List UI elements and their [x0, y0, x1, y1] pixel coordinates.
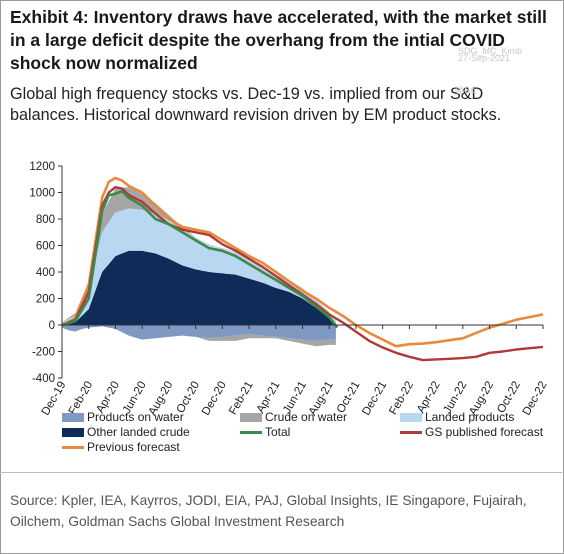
y-tick-label: 600: [36, 241, 55, 253]
y-tick-label: -400: [32, 373, 55, 385]
legend-label-total: Total: [265, 425, 290, 439]
x-tick-label: Dec-21: [360, 380, 389, 418]
legend-label-gs-forecast: GS published forecast: [425, 425, 544, 439]
line-total: [61, 189, 339, 329]
y-tick-label: 800: [36, 214, 55, 226]
chart-subtitle: Global high frequency stocks vs. Dec-19 …: [10, 85, 502, 124]
legend-swatch-landed-products: [400, 413, 422, 422]
legend-swatch-other-landed-crude: [62, 428, 84, 437]
x-tick-label: Feb-22: [387, 380, 416, 418]
legend-label-other-landed-crude: Other landed crude: [87, 425, 190, 439]
legend-label-landed-products: Landed products: [425, 410, 514, 424]
line-gs-forecast: [61, 186, 544, 362]
legend-label-crude-on-water: Crude on water: [265, 410, 347, 424]
area-other-landed-crude: [62, 250, 336, 325]
y-tick-label: 0: [49, 320, 55, 332]
area-products-on-water: [62, 325, 336, 341]
x-tick-label: Dec-22: [521, 380, 550, 418]
y-tick-label: 400: [36, 267, 55, 279]
area-crude-on-water-negative: [62, 326, 336, 347]
x-tick-label: Feb-21: [227, 380, 256, 418]
legend-swatch-products-on-water: [62, 413, 84, 422]
area-landed-products: [62, 208, 336, 325]
legend-swatch-crude-on-water: [240, 413, 262, 422]
line-previous-forecast: [61, 176, 544, 348]
y-tick-label: -200: [32, 347, 55, 359]
legend-label-previous-forecast: Previous forecast: [87, 440, 180, 454]
y-tick-label: 1000: [29, 188, 55, 200]
line-layer: [61, 176, 544, 362]
source-note: Source: Kpler, IEA, Kayrros, JODI, EIA, …: [10, 493, 527, 529]
x-tick-label: Dec-19: [40, 380, 69, 418]
legend-label-products-on-water: Products on water: [87, 410, 184, 424]
y-tick-label: 1200: [29, 161, 55, 173]
chart-title: Exhibit 4: Inventory draws have accelera…: [10, 7, 547, 73]
footer-divider: [0, 472, 562, 473]
legend-layer: Products on water Crude on water Landed pr…: [62, 410, 544, 454]
watermark-line-2: 27-Sep-2021: [458, 53, 511, 63]
watermark-line-3: @Sc: [455, 85, 475, 95]
area-layer: [62, 187, 336, 347]
y-tick-label: 200: [36, 294, 55, 306]
x-tick-label: Dec-20: [200, 380, 229, 418]
watermark-line-1: SDG_MC_Kimb: [458, 46, 523, 56]
chart-svg: -400 -200 0 200 400 600 800 1000 1200 Dec-19 Feb-2…: [29, 161, 550, 454]
